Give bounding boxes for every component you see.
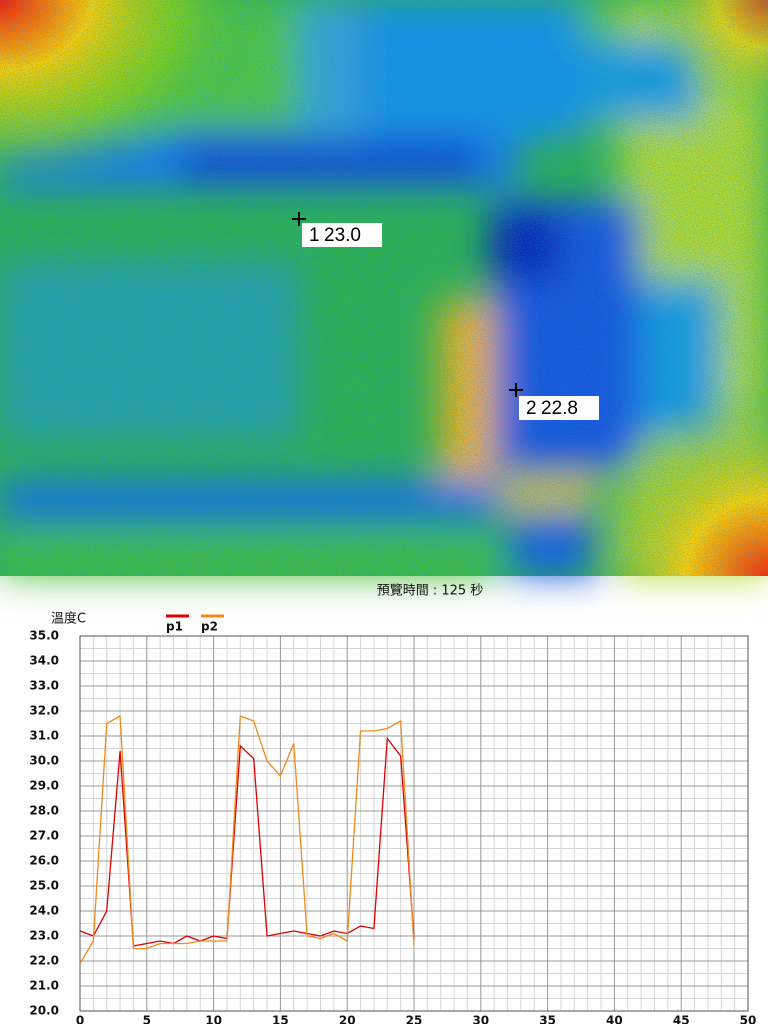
- marker-label-box: [519, 396, 599, 420]
- markers: 1 23.0 2 22.8: [292, 212, 599, 420]
- legend-label: p1: [166, 620, 183, 634]
- x-tick-label: 5: [143, 1014, 151, 1024]
- y-tick-label: 25.0: [29, 879, 59, 893]
- marker-temperature: 23.0: [324, 225, 361, 246]
- y-tick-label: 20.0: [29, 1004, 59, 1018]
- y-axis-label: 溫度C: [51, 611, 86, 627]
- x-tick-label: 25: [406, 1014, 423, 1024]
- x-tick-label: 40: [606, 1014, 623, 1024]
- plot-border: [79, 635, 749, 1012]
- marker-id: 2: [526, 398, 537, 419]
- y-tick-label: 27.0: [29, 829, 59, 843]
- y-tick-label: 29.0: [29, 779, 59, 793]
- x-tick-label: 45: [673, 1014, 690, 1024]
- x-tick-label: 15: [272, 1014, 289, 1024]
- y-tick-label: 33.0: [29, 679, 59, 693]
- y-tick-label: 31.0: [29, 729, 59, 743]
- chart: 20.0 21.0 22.0 23.0 24.0 25.0 26.0 27.0 28.0 29.0…: [29, 614, 757, 1024]
- series-line: [79, 714, 415, 964]
- x-tick-label: 0: [76, 1014, 84, 1024]
- y-tick-label: 21.0: [29, 979, 59, 993]
- legend-label: p2: [201, 620, 218, 634]
- x-tick-label: 30: [472, 1014, 489, 1024]
- x-tick-label: 20: [339, 1014, 356, 1024]
- y-tick-label: 22.0: [29, 954, 59, 968]
- marker-temperature: 22.8: [541, 398, 578, 419]
- marker-label-box: [302, 223, 382, 247]
- y-tick-label: 34.0: [29, 654, 59, 668]
- series-line: [79, 736, 415, 947]
- y-tick-label: 24.0: [29, 904, 59, 918]
- thermal-image: [0, 0, 768, 576]
- x-tick-label: 35: [539, 1014, 556, 1024]
- y-tick-label: 35.0: [29, 629, 59, 643]
- y-tick-label: 28.0: [29, 804, 59, 818]
- y-tick-label: 30.0: [29, 754, 59, 768]
- preview-time: 預覽時間 : 125 秒: [377, 584, 484, 599]
- x-tick-label: 10: [205, 1014, 222, 1024]
- marker-id: 1: [309, 225, 320, 246]
- x-tick-label: 50: [740, 1014, 757, 1024]
- y-tick-label: 26.0: [29, 854, 59, 868]
- y-tick-label: 32.0: [29, 704, 59, 718]
- y-tick-label: 23.0: [29, 929, 59, 943]
